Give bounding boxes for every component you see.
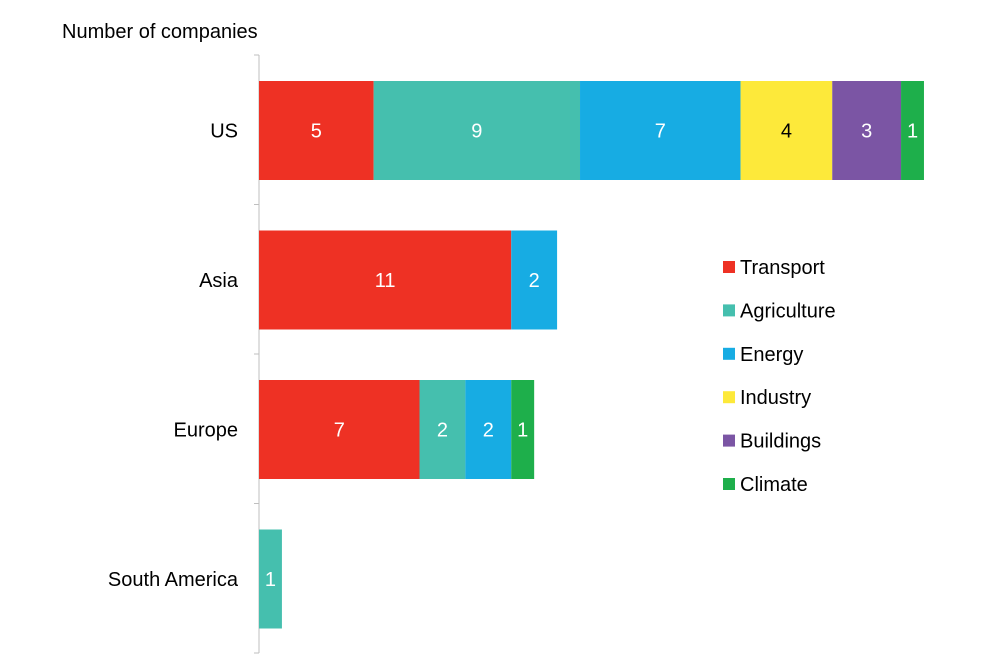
category-axis: US Asia Europe South America	[108, 54, 260, 654]
legend-swatch-industry	[723, 391, 735, 404]
category-label-asia: Asia	[199, 270, 239, 292]
data-label-europe-energy: 2	[483, 420, 494, 442]
data-label-us-transport: 5	[311, 121, 322, 143]
category-label-europe: Europe	[174, 420, 239, 442]
data-label-us-buildings: 3	[861, 121, 872, 143]
category-label-us: US	[210, 121, 238, 143]
category-label-south-america: South America	[108, 569, 239, 591]
legend: Transport Agriculture Energy Industry Buildi…	[723, 257, 836, 496]
bar-europe-transport	[259, 380, 420, 479]
legend-swatch-transport	[723, 261, 735, 273]
data-label-europe-transport: 7	[334, 420, 345, 442]
bar-south-america-agriculture	[259, 529, 282, 629]
bar-us-climate	[901, 81, 924, 180]
legend-swatch-climate	[723, 478, 735, 490]
legend-label-transport: Transport	[740, 257, 825, 279]
bar-us-industry	[740, 81, 833, 180]
legend-swatch-energy	[723, 347, 735, 360]
data-label-us-industry: 4	[781, 121, 792, 143]
bar-asia-transport	[259, 230, 512, 330]
chart-title: Number of companies	[62, 21, 258, 43]
data-label-asia-transport: 11	[375, 270, 396, 292]
data-label-south-america-agriculture: 1	[265, 569, 276, 591]
data-label-us-climate: 1	[907, 121, 918, 143]
bar-europe-climate	[511, 380, 535, 479]
data-label-europe-climate: 1	[517, 420, 528, 442]
bar-europe-agriculture	[419, 380, 466, 479]
bar-asia-energy	[511, 230, 558, 330]
legend-label-industry: Industry	[740, 387, 811, 409]
legend-label-buildings: Buildings	[740, 431, 821, 453]
bar-us-agriculture	[373, 81, 581, 180]
data-label-asia-energy: 2	[529, 270, 540, 292]
legend-swatch-agriculture	[723, 304, 735, 317]
bar-europe-energy	[465, 380, 512, 479]
legend-swatch-buildings	[723, 434, 735, 447]
legend-label-climate: Climate	[740, 474, 808, 496]
bars: 5 9 7 4 3 111 27 2 2 11	[259, 81, 924, 629]
bar-us-buildings	[832, 81, 902, 180]
legend-label-agriculture: Agriculture	[740, 300, 836, 322]
bar-us-energy	[580, 81, 741, 180]
data-label-europe-agriculture: 2	[437, 420, 448, 442]
data-label-us-agriculture: 9	[471, 121, 482, 143]
bar-us-transport	[259, 81, 374, 180]
legend-label-energy: Energy	[740, 344, 803, 366]
data-label-us-energy: 7	[655, 121, 666, 143]
